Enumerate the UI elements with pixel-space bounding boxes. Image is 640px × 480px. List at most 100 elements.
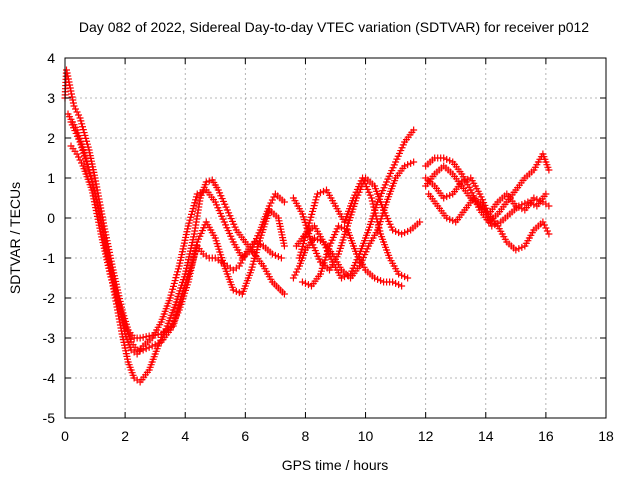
data-point-marker xyxy=(398,271,406,279)
data-point-marker xyxy=(443,155,451,163)
series-track-h xyxy=(295,174,412,282)
data-point-marker xyxy=(530,194,538,202)
data-point-marker xyxy=(373,215,381,223)
x-tick-label: 18 xyxy=(598,428,614,444)
data-point-marker xyxy=(65,78,73,86)
data-point-marker xyxy=(92,207,100,215)
data-point-marker xyxy=(280,290,288,298)
data-point-marker xyxy=(136,334,144,342)
y-tick-label: -3 xyxy=(43,330,56,346)
data-point-marker xyxy=(521,199,529,207)
data-point-marker xyxy=(398,282,406,290)
data-point-marker xyxy=(392,279,400,287)
data-point-marker xyxy=(446,157,454,165)
data-point-marker xyxy=(410,126,418,134)
data-point-marker xyxy=(298,278,306,286)
data-point-marker xyxy=(512,246,520,254)
data-point-marker xyxy=(319,187,327,195)
data-point-marker xyxy=(464,175,472,183)
data-point-marker xyxy=(229,286,237,294)
data-point-marker xyxy=(89,189,97,197)
series-track-k xyxy=(422,162,553,254)
data-point-marker xyxy=(488,222,496,230)
data-point-marker xyxy=(235,289,243,297)
data-point-marker xyxy=(443,193,451,201)
data-point-marker xyxy=(392,227,400,235)
data-point-marker xyxy=(274,253,282,261)
data-point-marker xyxy=(63,66,71,74)
data-point-marker xyxy=(401,162,409,170)
x-tick-label: 10 xyxy=(358,428,374,444)
data-point-marker xyxy=(446,191,454,199)
data-point-marker xyxy=(446,215,454,223)
y-tick-label: -4 xyxy=(43,370,56,386)
data-point-marker xyxy=(368,194,376,202)
data-point-marker xyxy=(145,343,153,351)
data-point-marker xyxy=(369,200,377,208)
y-tick-label: 2 xyxy=(47,130,55,146)
data-point-marker xyxy=(389,226,397,234)
data-point-marker xyxy=(368,197,376,205)
data-point-marker xyxy=(494,219,502,227)
data-point-marker xyxy=(461,177,469,185)
series-track-d xyxy=(67,142,288,358)
data-point-marker xyxy=(539,218,547,226)
data-point-marker xyxy=(72,105,80,113)
data-point-marker xyxy=(404,227,412,235)
y-tick-label: 4 xyxy=(47,50,55,66)
data-point-marker xyxy=(73,108,81,116)
data-point-marker xyxy=(202,178,210,186)
data-point-marker xyxy=(67,87,75,95)
chart-title: Day 082 of 2022, Sidereal Day-to-day VTE… xyxy=(79,19,589,35)
data-point-marker xyxy=(341,273,349,281)
data-point-marker xyxy=(237,259,245,267)
data-point-marker xyxy=(530,201,538,209)
data-points xyxy=(61,66,553,386)
data-point-marker xyxy=(270,193,278,201)
data-point-marker xyxy=(515,245,523,253)
grid-lines xyxy=(65,58,606,418)
data-point-marker xyxy=(374,275,382,283)
data-point-marker xyxy=(542,190,550,198)
x-tick-labels: 0 2 4 6 8 10 12 14 16 18 xyxy=(61,428,614,444)
x-tick-label: 12 xyxy=(418,428,434,444)
data-point-marker xyxy=(491,221,499,229)
data-point-marker xyxy=(277,254,285,262)
data-point-marker xyxy=(199,187,207,195)
data-point-marker xyxy=(335,222,343,230)
data-point-marker xyxy=(205,177,213,185)
data-point-marker xyxy=(316,189,324,197)
data-point-marker xyxy=(139,333,147,341)
data-point-marker xyxy=(78,159,86,167)
y-tick-label: 1 xyxy=(47,170,55,186)
data-point-marker xyxy=(440,194,448,202)
data-point-marker xyxy=(449,217,457,225)
data-point-marker xyxy=(85,166,93,174)
plot-frame xyxy=(64,57,607,419)
data-point-marker xyxy=(90,198,98,206)
data-point-marker xyxy=(232,287,240,295)
series-track-l xyxy=(422,174,553,218)
data-point-marker xyxy=(395,229,403,237)
data-point-marker xyxy=(401,229,409,237)
data-point-marker xyxy=(75,111,83,119)
data-point-marker xyxy=(443,214,451,222)
data-point-marker xyxy=(265,202,273,210)
data-point-marker xyxy=(69,96,77,104)
data-point-marker xyxy=(542,224,550,232)
data-point-marker xyxy=(371,274,379,282)
data-point-marker xyxy=(69,99,77,107)
x-tick-label: 14 xyxy=(478,428,494,444)
data-point-marker xyxy=(151,341,159,349)
data-point-marker xyxy=(401,273,409,281)
data-point-marker xyxy=(410,158,418,166)
data-point-marker xyxy=(395,270,403,278)
data-point-marker xyxy=(75,153,83,161)
data-point-marker xyxy=(371,206,379,214)
x-tick-label: 6 xyxy=(241,428,249,444)
y-tick-label: -2 xyxy=(43,290,56,306)
data-point-marker xyxy=(148,342,156,350)
data-point-marker xyxy=(94,215,102,223)
data-point-marker xyxy=(294,265,302,273)
